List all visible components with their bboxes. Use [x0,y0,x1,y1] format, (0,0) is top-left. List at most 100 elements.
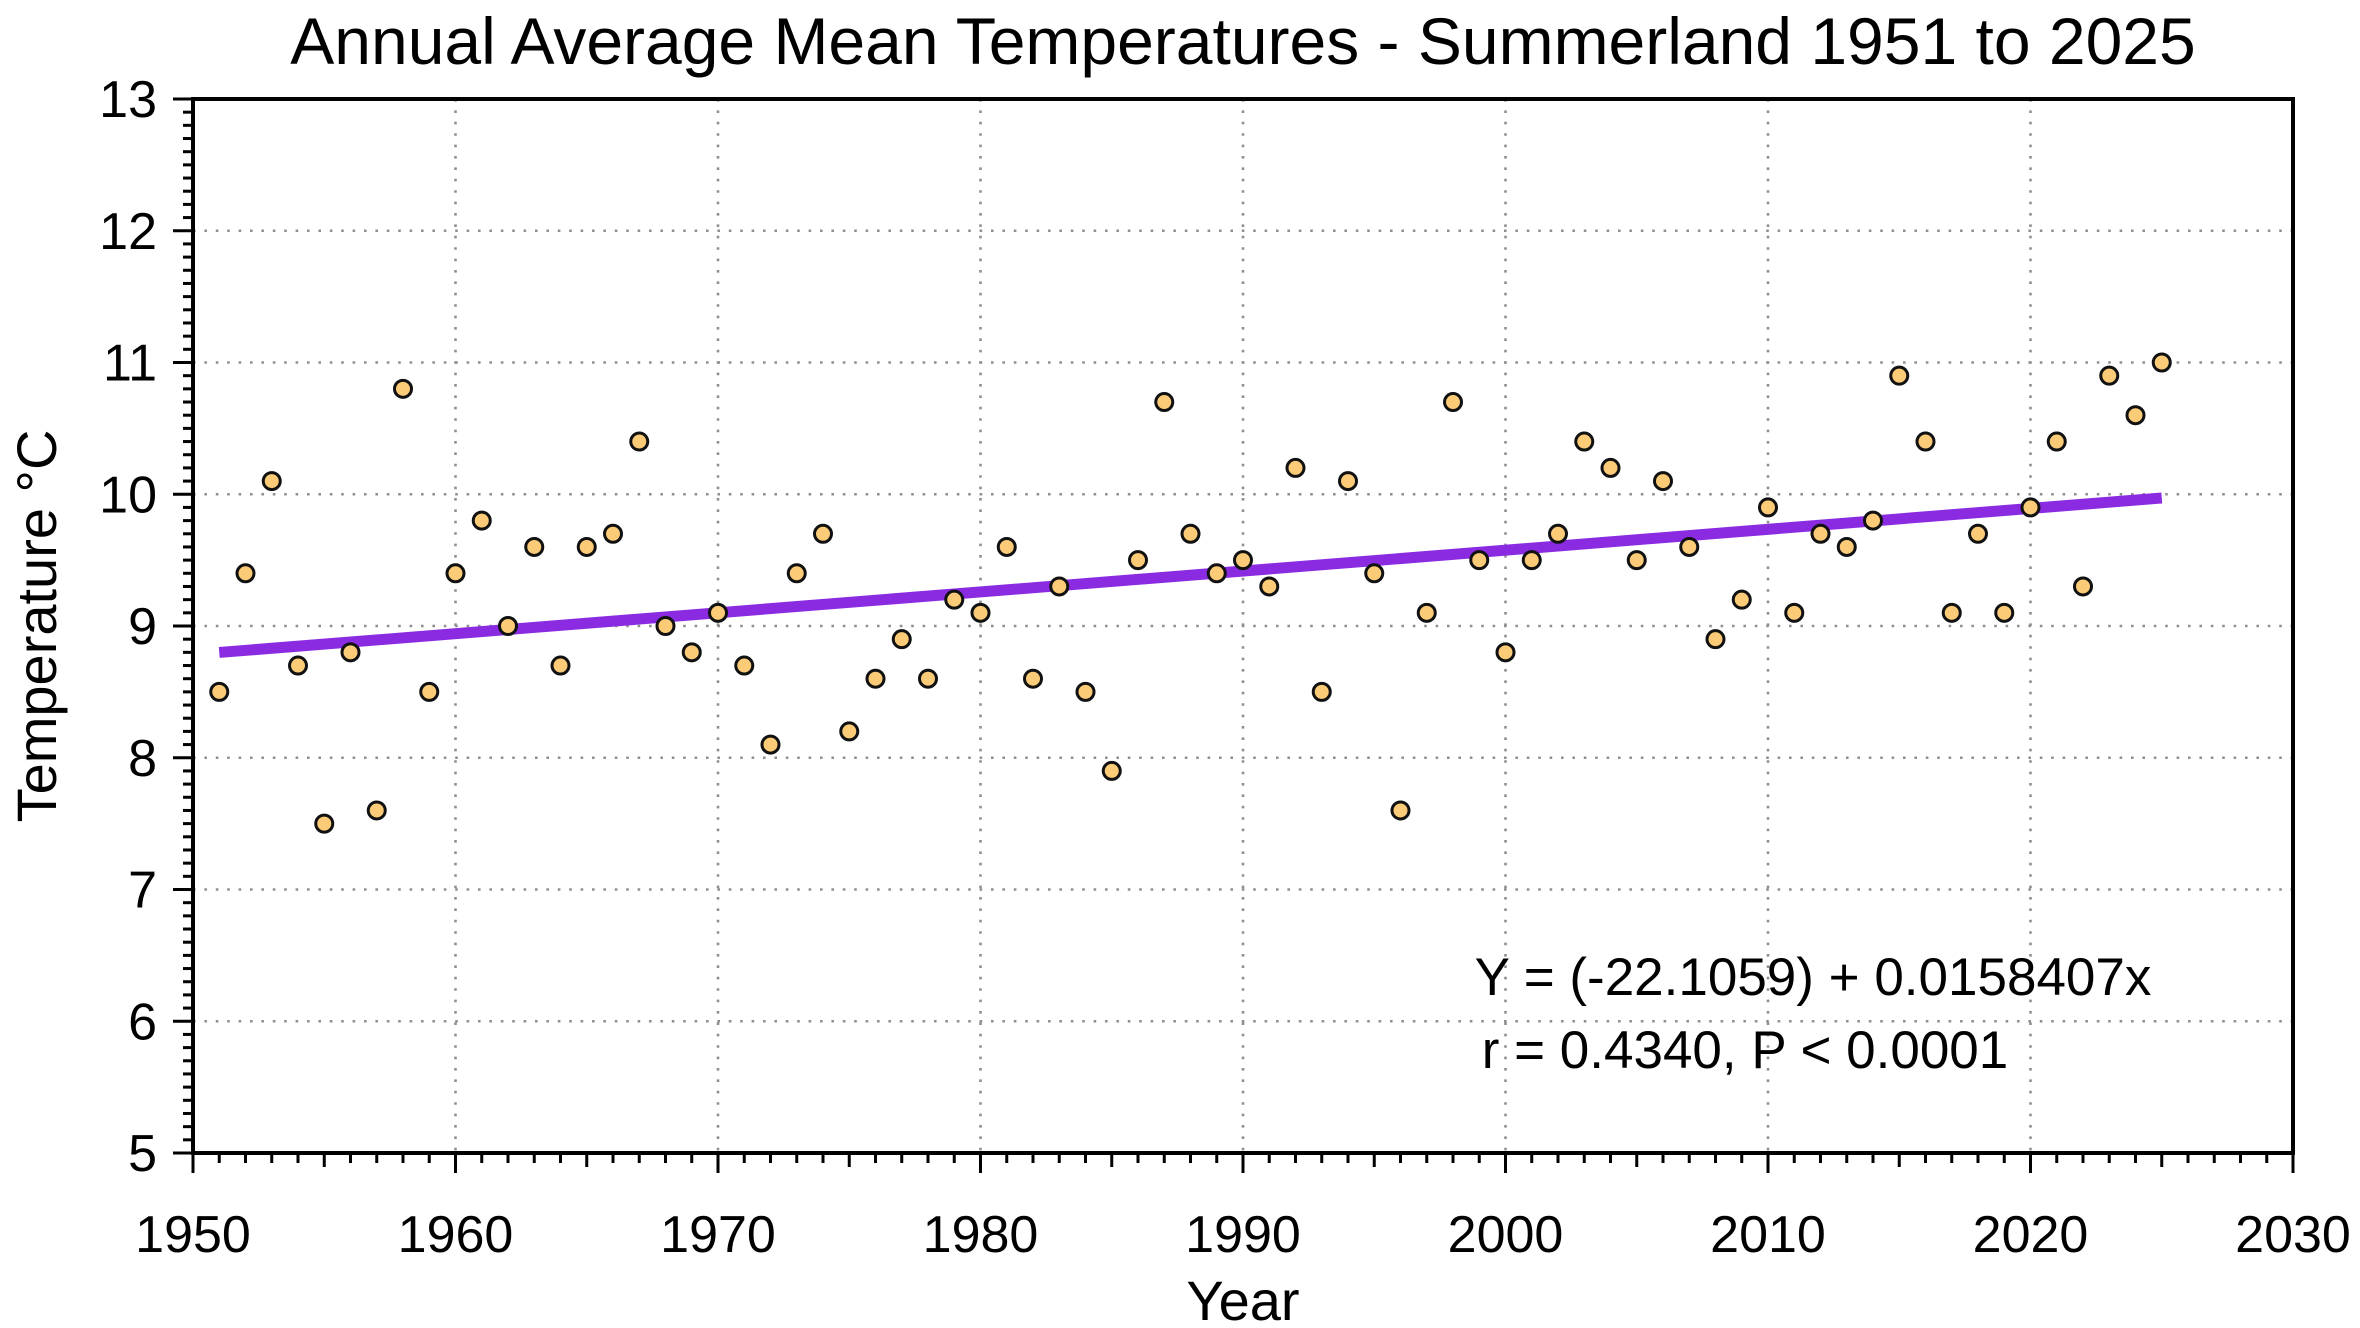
y-tick-label: 6 [128,993,157,1051]
data-point [1075,681,1096,702]
data-point [1915,431,1936,452]
data-point [1784,602,1805,623]
chart-title: Annual Average Mean Temperatures - Summe… [290,4,2195,78]
data-point [813,523,833,544]
data-point [2151,352,2172,373]
data-point [1311,681,1332,702]
data-point [1863,510,1883,531]
y-tick-label: 8 [128,730,157,788]
y-tick-label: 7 [128,862,157,920]
data-point [1653,471,1673,492]
axis-ticks [173,97,2295,1173]
data-point [1889,365,1910,386]
y-tick-label: 5 [128,1125,157,1183]
x-tick-label: 1970 [660,1206,776,1264]
y-tick-label: 10 [99,466,157,524]
data-point [944,589,965,610]
data-point [1390,800,1411,821]
data-point [576,536,597,557]
data-point [366,800,387,821]
data-points [209,352,2172,834]
data-point [209,681,230,702]
data-point [2099,365,2120,386]
data-point [288,655,308,676]
x-tick-label: 1960 [398,1206,514,1264]
y-axis-label: Temperature °C [5,430,68,823]
data-point [1049,576,1070,597]
x-tick-label: 2010 [1710,1206,1826,1264]
y-tick-label: 9 [128,598,157,656]
data-point [419,681,440,702]
data-point [1968,523,1988,544]
data-point [1128,550,1148,571]
data-point [1941,602,1962,623]
data-point [314,813,335,834]
data-point [2020,497,2041,518]
data-point [471,510,492,531]
data-point [1180,523,1201,544]
data-point [1705,629,1726,650]
data-point [629,431,650,452]
data-point [340,642,361,663]
data-point [1836,536,1857,557]
data-point [891,629,912,650]
data-point [1548,523,1568,544]
y-tick-label: 13 [99,71,157,129]
data-point [550,655,571,676]
data-point [970,602,991,623]
data-point [1338,471,1358,492]
data-point [235,563,256,584]
data-point [918,668,938,689]
data-point [1233,550,1253,571]
data-point [393,378,413,399]
y-tick-label: 11 [103,335,157,393]
tick-labels: 1950 1960 1970 1980 1990 2000 2010 2020 2030 5 6 7 8… [99,71,2351,1264]
data-point [1495,642,1516,663]
data-point [2046,431,2067,452]
data-point [734,655,755,676]
data-point [1810,523,1831,544]
trend-equation-label: Y = (-22.1059) + 0.0158407x [1475,948,2152,1007]
data-point [1731,589,1752,610]
data-point [1285,457,1306,478]
x-tick-label: 1980 [923,1206,1039,1264]
y-tick-label: 12 [99,203,157,261]
data-point [996,536,1017,557]
x-tick-label: 1950 [135,1206,251,1264]
gridlines [193,99,2293,1153]
trend-stats-label: r = 0.4340, P < 0.0001 [1482,1021,2009,1080]
data-point [681,642,702,663]
x-axis-label: Year [1186,1269,1299,1328]
x-tick-label: 2030 [2235,1206,2351,1264]
data-point [708,602,728,623]
data-point [1364,563,1385,584]
data-point [1758,497,1778,518]
data-point [1443,392,1463,413]
data-point [786,563,807,584]
data-point [1600,457,1621,478]
data-point [1154,392,1175,413]
data-point [1259,576,1280,597]
data-point [2073,576,2093,597]
trend-line [218,492,2163,658]
x-tick-label: 2020 [1973,1206,2089,1264]
x-tick-label: 2000 [1448,1206,1564,1264]
data-point [1469,550,1490,571]
trend-line-layer [218,492,2163,658]
data-point [261,471,282,492]
data-point [760,734,781,755]
data-point [1023,668,1043,689]
data-point [524,536,545,557]
data-point [1626,550,1647,571]
data-point [1521,550,1542,571]
data-point [865,668,886,689]
x-tick-label: 1990 [1185,1206,1301,1264]
data-point [498,616,518,636]
data-point [1679,536,1700,557]
data-point [2125,405,2146,426]
data-point [1574,431,1595,452]
data-point [839,721,860,742]
data-point [1994,602,2015,623]
